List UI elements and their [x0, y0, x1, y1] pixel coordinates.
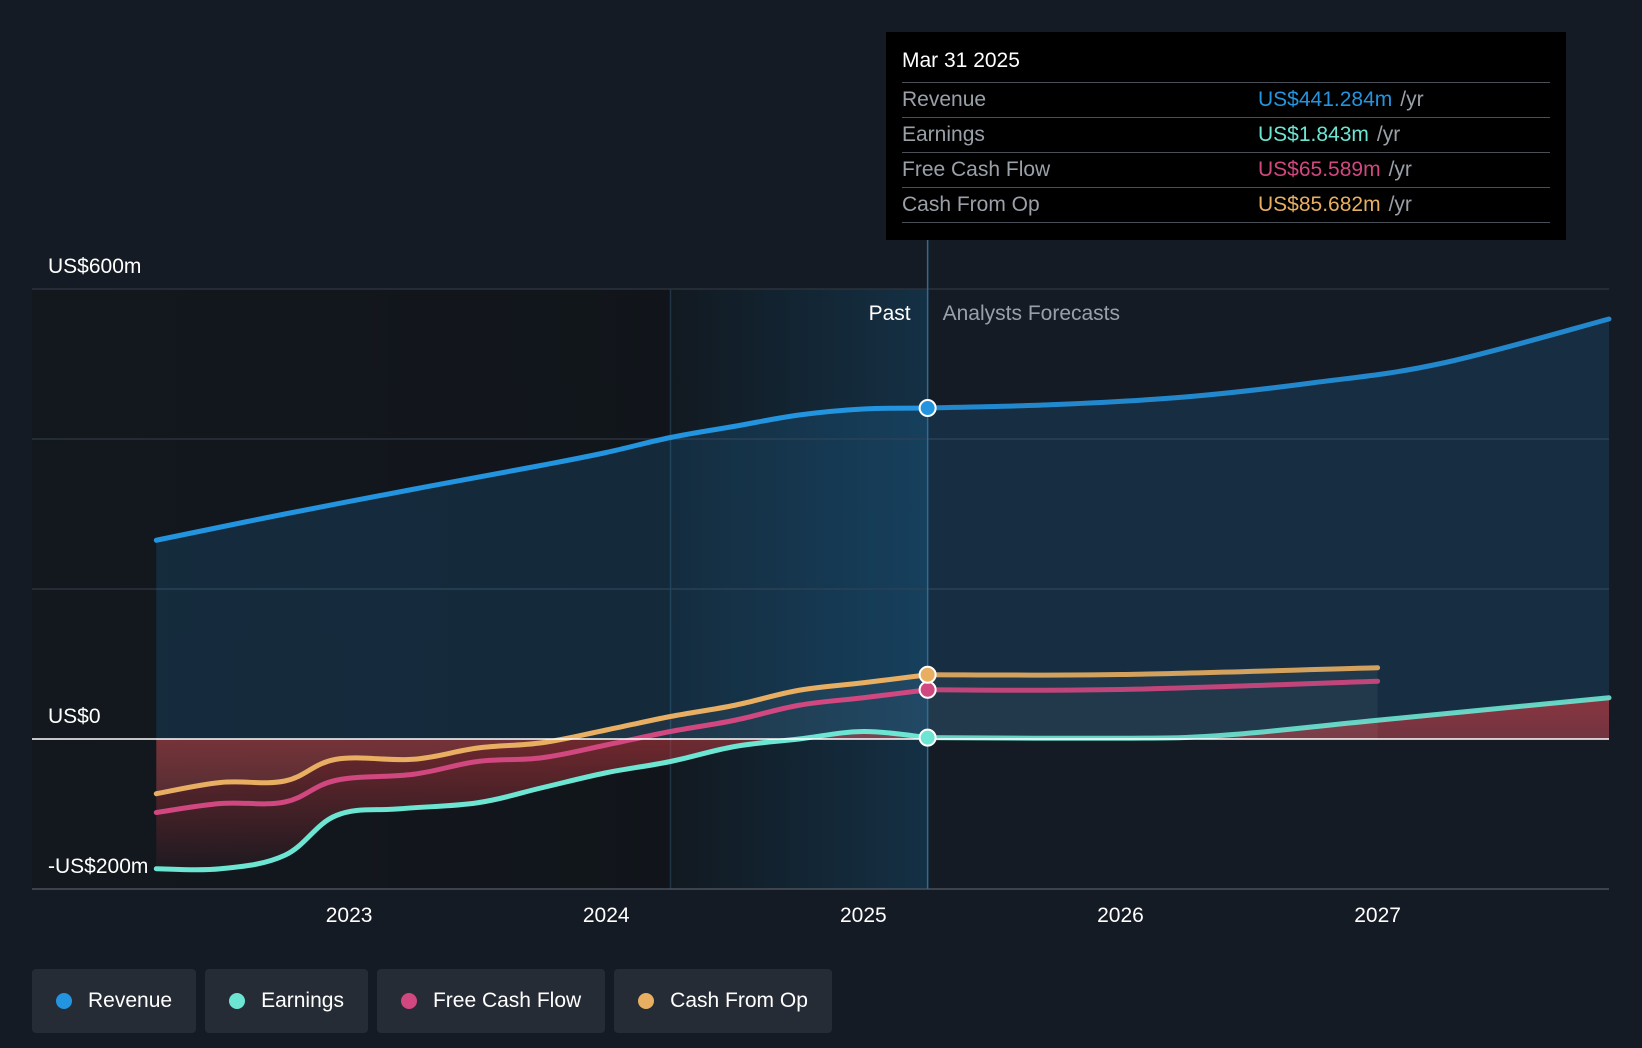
y-axis-label: -US$200m [48, 855, 148, 878]
legend-label: Free Cash Flow [432, 989, 582, 1012]
cash-from-op-area [156, 667, 1378, 794]
tooltip-unit: /yr [1400, 88, 1424, 111]
revenue-line-forecast [925, 316, 1612, 411]
tooltip-value: US$85.682m [1258, 193, 1381, 216]
legend-item-cash-from-op[interactable]: Cash From Op [614, 969, 832, 1033]
y-axis-label: US$600m [48, 255, 141, 278]
cash-from-op-line-past [153, 672, 931, 797]
revenue-marker [918, 399, 937, 418]
tooltip-value: US$441.284m [1258, 88, 1393, 111]
legend-label: Revenue [88, 989, 173, 1012]
x-axis-tick-label: 2025 [840, 904, 887, 927]
x-axis-tick-label: 2027 [1354, 904, 1401, 927]
cash-from-op-marker [918, 665, 937, 684]
tooltip-unit: /yr [1376, 123, 1401, 146]
tooltip-value: US$1.843m [1258, 123, 1369, 146]
tooltip-value: US$65.589m [1258, 158, 1381, 181]
free-cash-flow-line-past [153, 687, 931, 815]
tooltip-label: Revenue [902, 88, 987, 111]
revenue-dot-icon [56, 993, 72, 1009]
tooltip-label: Cash From Op [902, 193, 1040, 216]
x-axis-tick-label: 2024 [583, 904, 630, 927]
free-cash-flow-marker [918, 680, 937, 699]
revenue-line-past [153, 405, 931, 543]
legend-item-free-cash-flow[interactable]: Free Cash Flow [376, 969, 606, 1033]
tooltip-row-free-cash-flow: Free Cash Flow US$65.589m /yr [902, 152, 1550, 187]
cash-from-op-line-forecast [925, 665, 1381, 678]
earnings-area [156, 697, 1609, 870]
past-label: Past [869, 302, 911, 325]
free-cash-flow-dot-icon [400, 993, 417, 1009]
tooltip-row-cash-from-op: Cash From Op US$85.682m /yr [902, 187, 1550, 223]
legend: Revenue Earnings Free Cash Flow Cash Fro… [32, 969, 832, 1033]
tooltip-date: Mar 31 2025 [902, 49, 1020, 72]
legend-item-revenue[interactable]: Revenue [32, 969, 197, 1033]
earnings-dot-icon [229, 993, 246, 1009]
y-axis-label: US$0 [48, 705, 101, 728]
cash-from-op-dot-icon [638, 993, 655, 1009]
tooltip-unit: /yr [1388, 158, 1412, 181]
x-axis-tick-label: 2026 [1097, 904, 1144, 927]
revenue-area [156, 319, 1609, 739]
legend-label: Cash From Op [670, 989, 808, 1012]
forecast-label: Analysts Forecasts [943, 302, 1120, 325]
earnings-marker [918, 728, 937, 747]
tooltip-label: Free Cash Flow [902, 158, 1051, 181]
tooltip: Mar 31 2025 Revenue US$441.284m /yr Earn… [886, 32, 1566, 240]
tooltip-unit: /yr [1388, 193, 1412, 216]
free-cash-flow-line-forecast [925, 678, 1381, 693]
legend-label: Earnings [261, 989, 344, 1012]
tooltip-row-revenue: Revenue US$441.284m /yr [902, 82, 1550, 117]
tooltip-row-earnings: Earnings US$1.843m /yr [902, 117, 1550, 152]
x-axis-tick-label: 2023 [326, 904, 373, 927]
tooltip-label: Earnings [902, 123, 985, 146]
legend-item-earnings[interactable]: Earnings [205, 969, 368, 1033]
